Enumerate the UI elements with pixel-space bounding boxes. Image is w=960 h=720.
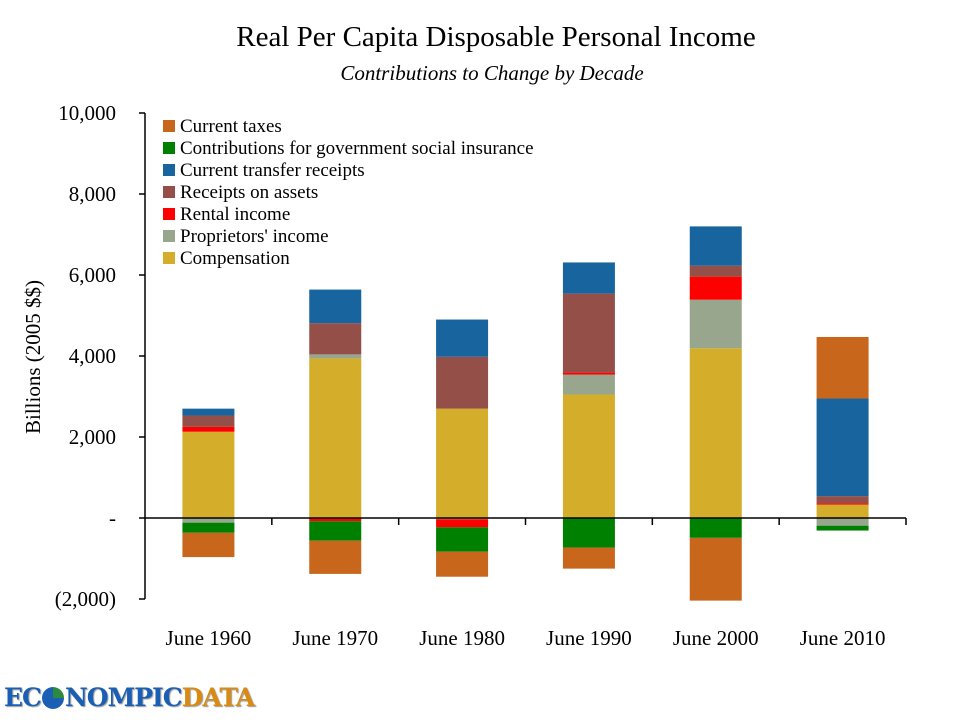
bar-segment-contributions-for-government-social-insurance-1 — [309, 521, 362, 541]
bar-segment-proprietors-income-5 — [816, 518, 869, 526]
y-tick-label: 8,000 — [69, 182, 116, 206]
bar-segment-compensation-2 — [436, 408, 489, 518]
chart-subtitle: Contributions to Change by Decade — [340, 61, 643, 85]
legend-swatch — [163, 142, 175, 154]
legend-item: Current transfer receipts — [163, 160, 365, 181]
bar-segment-contributions-for-government-social-insurance-4 — [689, 518, 742, 538]
bar-segment-current-transfer-receipts-5 — [816, 398, 869, 497]
x-ticks: June 1960 June 1970 June 1980 June 1990 June… — [166, 518, 907, 650]
bar-segment-proprietors-income-3 — [562, 374, 615, 395]
legend-label: Contributions for government social insu… — [180, 138, 534, 159]
bar-segment-current-taxes-4 — [689, 537, 742, 601]
bar-segment-current-taxes-5 — [816, 336, 869, 399]
y-tick-label: - — [109, 506, 116, 530]
x-tick-label: June 1960 — [166, 626, 252, 650]
bar-segment-proprietors-income-4 — [689, 299, 742, 349]
bar-segment-current-transfer-receipts-1 — [309, 289, 362, 324]
bar-segment-receipts-on-assets-4 — [689, 265, 742, 277]
bar-segment-rental-income-5 — [816, 503, 869, 505]
bar-segment-receipts-on-assets-3 — [562, 293, 615, 373]
y-axis-label: Billions (2005 $$) — [21, 280, 45, 434]
bar-segment-compensation-0 — [182, 431, 235, 518]
bar-segment-current-taxes-1 — [309, 540, 362, 574]
legend-label: Compensation — [180, 248, 290, 269]
legend-label: Rental income — [180, 204, 290, 225]
bar-segment-rental-income-4 — [689, 276, 742, 300]
bar-segment-receipts-on-assets-0 — [182, 415, 235, 427]
bar-segment-current-taxes-0 — [182, 532, 235, 558]
bar-segment-compensation-4 — [689, 348, 742, 518]
legend-item: Contributions for government social insu… — [163, 138, 534, 159]
legend-label: Current taxes — [180, 116, 282, 137]
bar-segment-compensation-1 — [309, 358, 362, 518]
bar-segment-proprietors-income-1 — [309, 354, 362, 359]
economicdata-logo: EC NOMPICDATA — [4, 683, 255, 712]
bar-segment-current-transfer-receipts-3 — [562, 262, 615, 294]
x-tick-label: June 2010 — [800, 626, 886, 650]
bar-segment-current-taxes-2 — [436, 551, 489, 577]
bar-segment-receipts-on-assets-2 — [436, 356, 489, 409]
bar-segment-rental-income-1 — [309, 518, 362, 522]
legend-item: Proprietors' income — [163, 226, 329, 247]
y-tick-label: 6,000 — [69, 263, 116, 287]
x-tick-label: June 2000 — [673, 626, 759, 650]
bar-segment-current-taxes-3 — [562, 547, 615, 569]
bar-segment-contributions-for-government-social-insurance-5 — [816, 525, 869, 531]
y-tick-label: 2,000 — [69, 425, 116, 449]
chart-title: Real Per Capita Disposable Personal Inco… — [236, 21, 755, 53]
bar-segment-rental-income-0 — [182, 426, 235, 432]
bar-segment-current-transfer-receipts-4 — [689, 226, 742, 266]
bar-segment-proprietors-income-0 — [182, 518, 235, 523]
legend-swatch — [163, 208, 175, 220]
bars — [182, 226, 869, 601]
y-ticks: 10,000 8,000 6,000 4,000 2,000 - (2,000) — [55, 101, 145, 611]
bar-segment-compensation-5 — [816, 504, 869, 518]
legend-swatch — [163, 120, 175, 132]
bar-segment-rental-income-3 — [562, 372, 615, 375]
x-tick-label: June 1980 — [419, 626, 505, 650]
y-tick-label: 4,000 — [69, 344, 116, 368]
pie-logo-icon — [41, 687, 64, 709]
x-tick-label: June 1990 — [546, 626, 632, 650]
bar-segment-current-transfer-receipts-2 — [436, 319, 489, 357]
bar-segment-current-transfer-receipts-0 — [182, 408, 235, 416]
bar-segment-contributions-for-government-social-insurance-3 — [562, 518, 615, 548]
legend-item: Receipts on assets — [163, 182, 318, 203]
bar-segment-compensation-3 — [562, 394, 615, 518]
legend-swatch — [163, 252, 175, 264]
legend-label: Receipts on assets — [180, 182, 318, 203]
y-tick-label: 10,000 — [58, 101, 116, 125]
legend-swatch — [163, 164, 175, 176]
bar-segment-receipts-on-assets-1 — [309, 323, 362, 355]
y-tick-label: (2,000) — [55, 587, 116, 611]
bar-segment-contributions-for-government-social-insurance-0 — [182, 522, 235, 533]
legend-item: Current taxes — [163, 116, 282, 137]
legend-swatch — [163, 230, 175, 242]
bar-segment-receipts-on-assets-5 — [816, 496, 869, 504]
legend-item: Rental income — [163, 204, 290, 225]
bar-segment-rental-income-2 — [436, 519, 489, 528]
legend-label: Proprietors' income — [180, 226, 329, 247]
legend-swatch — [163, 186, 175, 198]
x-tick-label: June 1970 — [292, 626, 378, 650]
legend-label: Current transfer receipts — [180, 160, 365, 181]
legend-item: Compensation — [163, 248, 290, 269]
bar-segment-contributions-for-government-social-insurance-2 — [436, 527, 489, 552]
